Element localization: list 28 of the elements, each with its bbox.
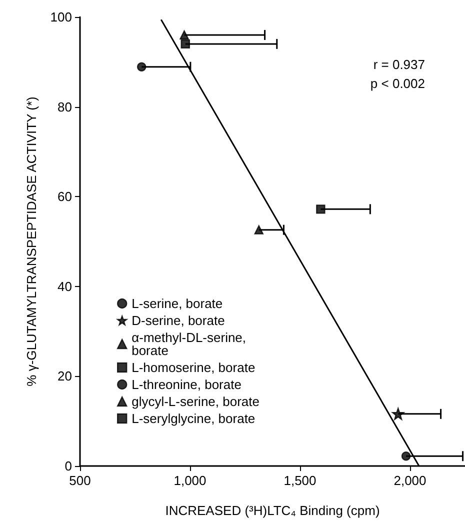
point (180, 39, 190, 49)
legend-label: glycyl-L-serine, borate (132, 394, 260, 409)
legend-label: α-methyl-DL-serine, borate (132, 330, 250, 358)
y-tick-label: 0 (64, 458, 72, 474)
point (254, 225, 264, 234)
x-tick-label: 1,500 (284, 473, 316, 488)
annotation: r = 0.937 (373, 57, 426, 72)
x-tick-label: 1,000 (174, 473, 206, 488)
y-tick-label: 20 (58, 368, 72, 384)
y-axis-title: % γ-GLUTAMYLTRANSPEPTIDASE ACTIVITY (*) (24, 96, 39, 386)
legend-label: D-serine, borate (132, 313, 225, 328)
legend-label: L-threonine, borate (132, 377, 242, 392)
y-tick-label: 80 (58, 99, 72, 114)
legend-label: L-serylglycine, borate (132, 411, 256, 426)
point (392, 408, 404, 420)
y-tick-label: 40 (58, 278, 72, 294)
y-tick-label: 60 (58, 189, 72, 204)
point (180, 30, 189, 40)
legend-label: L-homoserine, borate (132, 360, 256, 375)
point (316, 204, 326, 214)
point (137, 62, 146, 72)
annotation: p < 0.002 (370, 76, 425, 91)
legend-label: L-serine, borate (132, 296, 223, 311)
point (401, 452, 411, 461)
x-tick-label: 500 (69, 473, 91, 488)
x-tick-label: 2,000 (394, 473, 426, 488)
x-axis-title: INCREASED (³H)LTC₄ Binding (cpm) (165, 503, 380, 518)
y-tick-label: 100 (50, 10, 72, 24)
